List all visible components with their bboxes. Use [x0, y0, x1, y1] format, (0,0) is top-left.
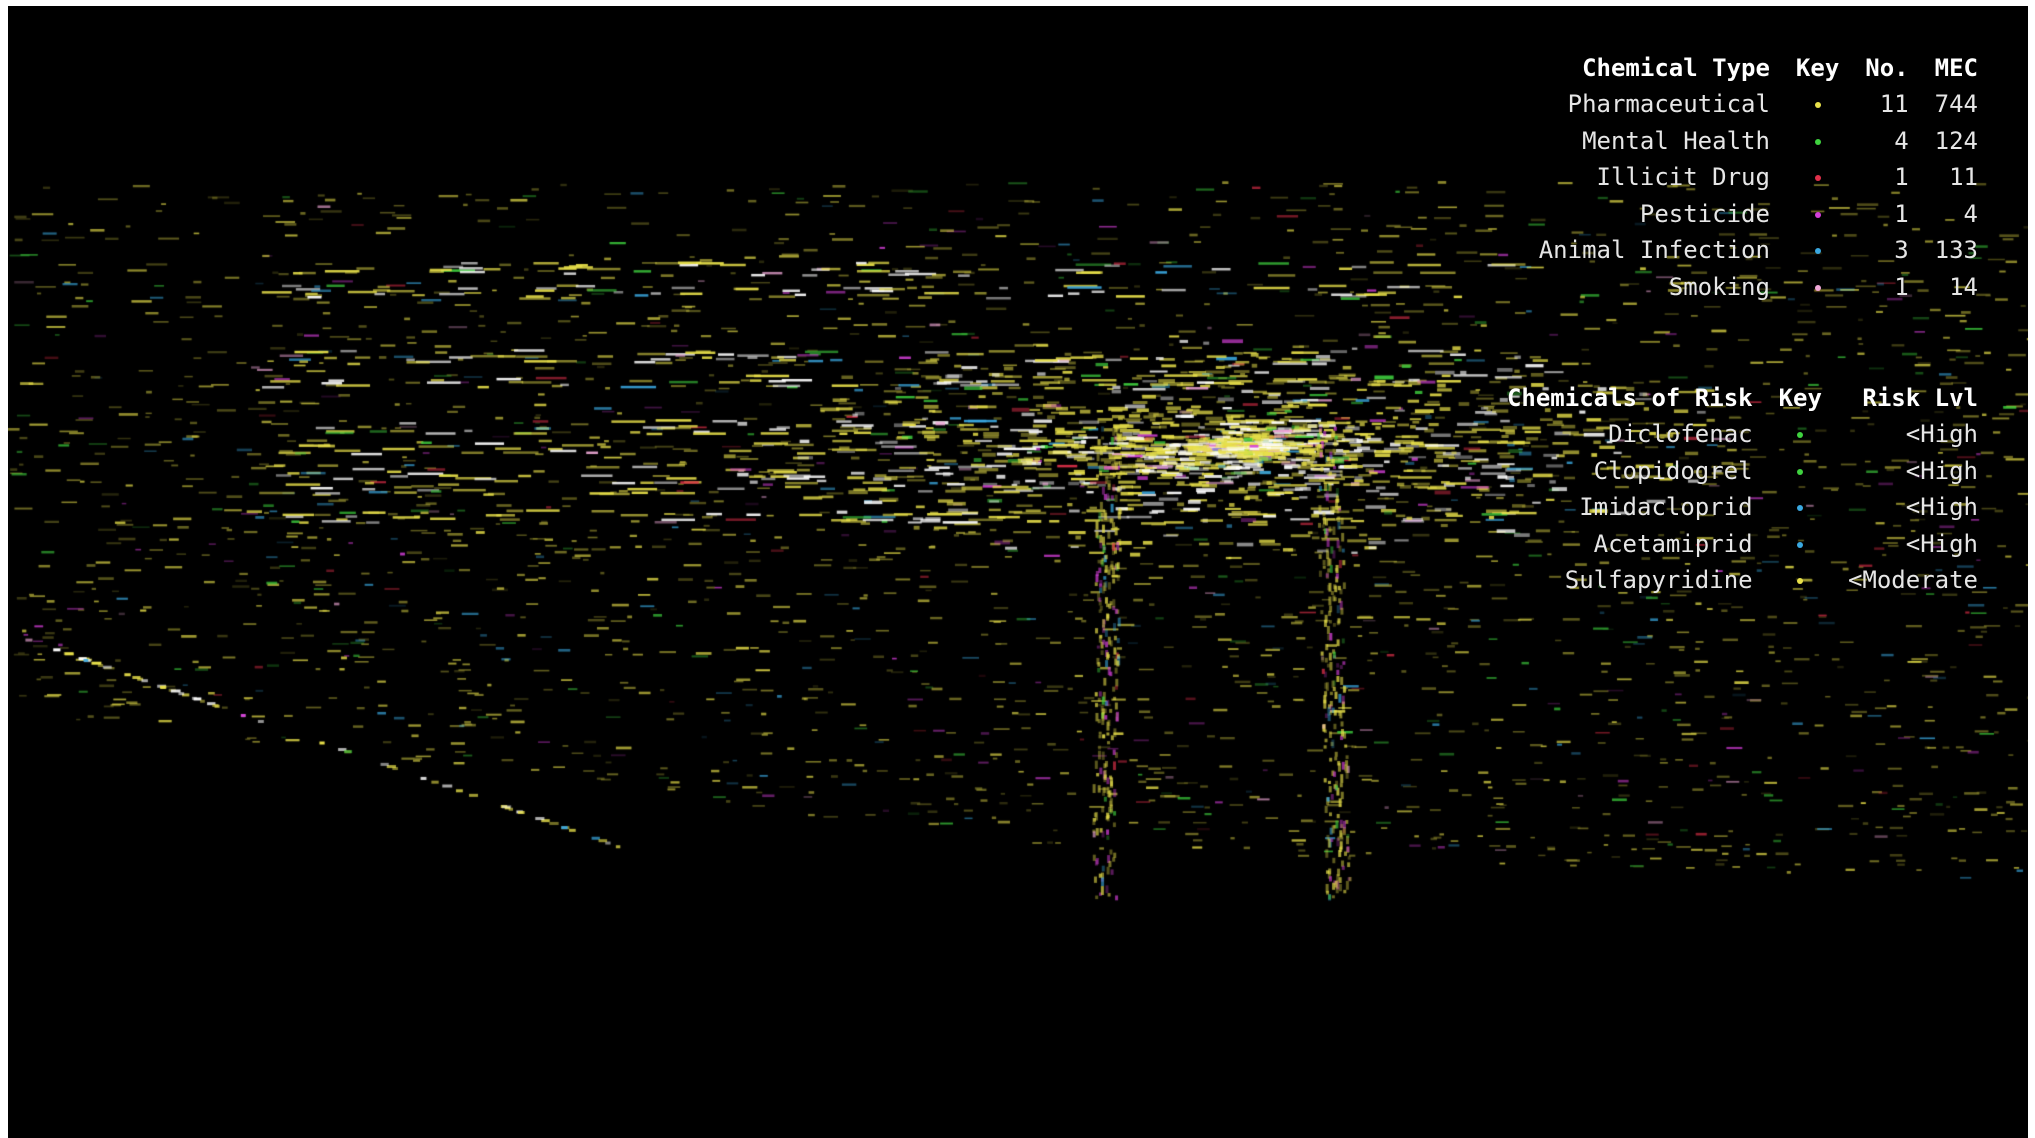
chemical-of-risk-name: Sulfapyridine [1564, 566, 1753, 595]
chemical-type-legend: Chemical Type Key No. MEC Pharmaceutical… [1539, 50, 1978, 305]
chemical-type-mec: 744 [1934, 90, 1978, 119]
chemical-type-mec: 14 [1949, 272, 1978, 301]
chemical-type-key [1770, 159, 1839, 196]
chemicals-of-risk-legend: Chemicals of Risk Key Risk Lvl Diclofena… [1507, 380, 1978, 599]
chemical-type-count: 1 [1894, 199, 1909, 228]
chemical-of-risk-level: <High [1905, 420, 1978, 449]
chemical-type-key [1770, 196, 1839, 233]
chemical-of-risk-key [1753, 453, 1822, 490]
chemical-of-risk-level: <High [1905, 456, 1978, 485]
chemical-of-risk-key [1753, 562, 1822, 599]
chemical-type-name: Pesticide [1639, 199, 1770, 228]
chemical-type-name: Mental Health [1582, 126, 1770, 155]
chemical-type-header: Chemical Type [1582, 54, 1770, 82]
chemical-type-name: Smoking [1668, 272, 1770, 301]
chemical-of-risk-level: <Moderate [1847, 566, 1978, 595]
chemical-of-risk-name: Diclofenac [1608, 420, 1753, 449]
chemical-type-key [1770, 269, 1839, 306]
color-key-dot [1797, 541, 1804, 548]
key-header: Key [1795, 54, 1840, 82]
chemical-type-row: Pesticide 1 4 [1539, 196, 1978, 233]
color-key-dot [1797, 468, 1804, 475]
chemical-type-count: 4 [1894, 126, 1909, 155]
chemical-type-mec: 11 [1949, 163, 1978, 192]
chemical-of-risk-level: <High [1905, 493, 1978, 522]
chemical-of-risk-row: Acetamiprid <High [1507, 526, 1978, 563]
chemical-of-risk-name: Clopidogrel [1593, 456, 1753, 485]
color-key-dot [1797, 432, 1804, 439]
risk-level-header: Risk Lvl [1862, 384, 1978, 412]
chemical-type-header-row: Chemical Type Key No. MEC [1539, 50, 1978, 86]
chemical-type-count: 1 [1894, 163, 1909, 192]
chemical-type-row: Pharmaceutical 11 744 [1539, 86, 1978, 123]
chemical-type-name: Pharmaceutical [1567, 90, 1770, 119]
chemicals-of-risk-header-row: Chemicals of Risk Key Risk Lvl [1507, 380, 1978, 416]
count-header: No. [1865, 54, 1909, 82]
chemical-type-mec: 4 [1963, 199, 1978, 228]
chemical-type-name: Illicit Drug [1596, 163, 1770, 192]
chemical-of-risk-key [1753, 416, 1822, 453]
chemicals-of-risk-table: Chemicals of Risk Key Risk Lvl Diclofena… [1507, 380, 1978, 599]
chemical-type-mec: 133 [1934, 236, 1978, 265]
chemical-type-row: Mental Health 4 124 [1539, 123, 1978, 160]
color-key-dot [1814, 284, 1821, 291]
color-key-dot [1797, 505, 1804, 512]
chemicals-of-risk-header: Chemicals of Risk [1506, 384, 1753, 412]
chemical-type-name: Animal Infection [1538, 236, 1770, 265]
chemical-type-key [1770, 86, 1839, 123]
chemical-type-key [1770, 123, 1839, 160]
chemical-of-risk-key [1753, 489, 1822, 526]
color-key-dot [1814, 102, 1821, 109]
chemical-type-row: Smoking 1 14 [1539, 269, 1978, 306]
chemical-type-count: 11 [1879, 90, 1909, 119]
color-key-dot [1814, 211, 1821, 218]
chemical-of-risk-name: Acetamiprid [1593, 529, 1753, 558]
chemical-type-key [1770, 232, 1839, 269]
chemical-of-risk-name: Imidacloprid [1579, 493, 1753, 522]
chemical-type-mec: 124 [1934, 126, 1978, 155]
color-key-dot [1814, 138, 1821, 145]
visualization-viewport[interactable]: Chemical Type Key No. MEC Pharmaceutical… [8, 6, 2028, 1138]
chemical-type-row: Illicit Drug 1 11 [1539, 159, 1978, 196]
chemical-of-risk-row: Clopidogrel <High [1507, 453, 1978, 490]
chemical-of-risk-row: Diclofenac <High [1507, 416, 1978, 453]
color-key-dot [1797, 578, 1804, 585]
risk-key-header: Key [1778, 384, 1822, 412]
color-key-dot [1814, 175, 1821, 182]
chemical-of-risk-key [1753, 526, 1822, 563]
chemical-of-risk-level: <High [1905, 529, 1978, 558]
chemical-type-count: 3 [1894, 236, 1909, 265]
chemical-type-table: Chemical Type Key No. MEC Pharmaceutical… [1539, 50, 1978, 305]
chemical-of-risk-row: Imidacloprid <High [1507, 489, 1978, 526]
color-key-dot [1814, 248, 1821, 255]
chemical-type-count: 1 [1894, 272, 1909, 301]
chemical-of-risk-row: Sulfapyridine <Moderate [1507, 562, 1978, 599]
mec-header: MEC [1934, 54, 1978, 82]
particle-map-canvas[interactable] [8, 6, 2028, 1138]
chemical-type-row: Animal Infection 3 133 [1539, 232, 1978, 269]
